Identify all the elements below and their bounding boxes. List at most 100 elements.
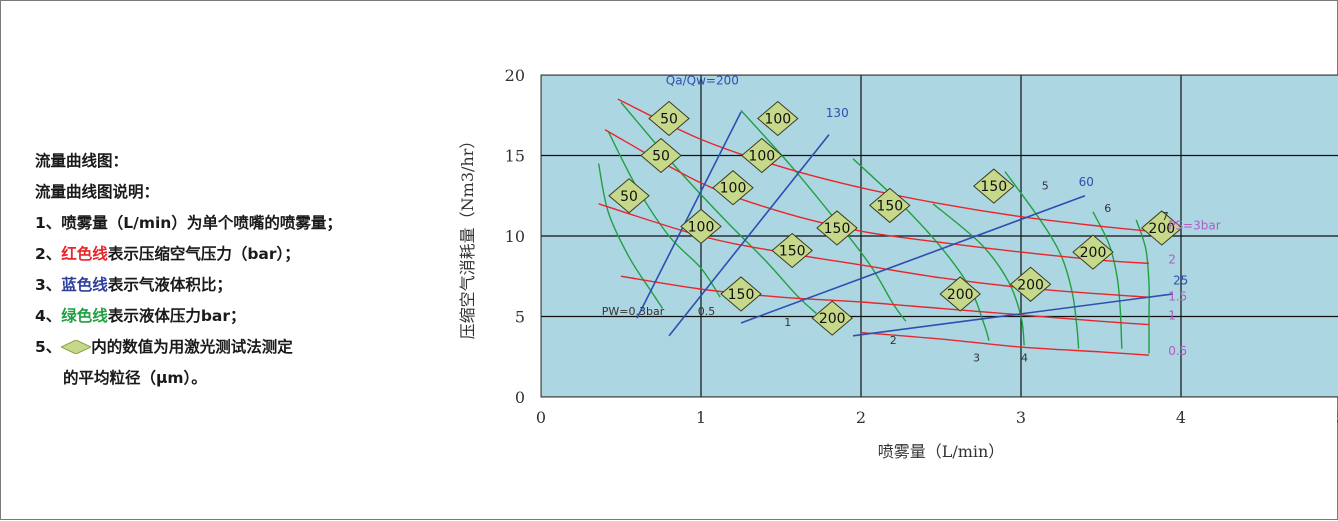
x-axis-title: 喷雾量（L/min）	[878, 442, 1005, 461]
legend-item-3-suffix: 表示气液体积比；	[107, 276, 232, 294]
legend-item-5-prefix: 5、	[35, 338, 62, 356]
diamond-icon	[61, 340, 92, 354]
y-axis-title: 压缩空气消耗量（Nm3/hr）	[458, 133, 477, 340]
liquid-pressure-label: 5	[1042, 179, 1049, 192]
droplet-size-value: 100	[748, 149, 775, 165]
green-line-label: 绿色线	[61, 307, 108, 325]
droplet-size-value: 200	[1080, 245, 1107, 261]
air-pressure-label: 1	[1168, 309, 1176, 323]
droplet-size-value: 100	[720, 181, 747, 197]
legend-item-4-suffix: 表示液体压力bar；	[107, 307, 246, 325]
blue-ratio-label: Qa/Qw=200	[666, 74, 739, 88]
y-tick-label: 0	[515, 388, 525, 407]
x-tick-label: 5	[1336, 408, 1338, 427]
legend-item-4-prefix: 4、	[35, 307, 62, 325]
green-pressure-curve	[1092, 211, 1123, 349]
green-pressure-curve	[1004, 171, 1080, 349]
droplet-size-diamond	[816, 210, 858, 246]
legend-item-3-prefix: 3、	[35, 276, 62, 294]
blue-ratio-label: 130	[826, 106, 849, 120]
legend-item-2: 2、红色线表示压缩空气压力（bar）；	[35, 239, 342, 270]
droplet-size-value: 100	[688, 219, 715, 235]
liquid-pressure-label: 2	[890, 334, 897, 347]
droplet-size-diamond	[608, 178, 650, 214]
air-pressure-label: PS=3bar	[1168, 219, 1221, 233]
y-tick-label: 10	[505, 227, 525, 246]
y-tick-label: 20	[505, 66, 525, 85]
x-tick-label: 4	[1176, 408, 1186, 427]
legend-item-2-prefix: 2、	[35, 245, 62, 263]
legend-item-4: 4、绿色线表示液体压力bar；	[35, 301, 342, 332]
x-tick-label: 3	[1016, 408, 1026, 427]
droplet-size-value: 200	[1017, 277, 1044, 293]
legend-subtitle: 流量曲线图说明：	[35, 183, 160, 201]
blue-ratio-line	[636, 111, 742, 319]
legend-item-2-suffix: 表示压缩空气压力（bar）；	[107, 245, 300, 263]
liquid-pressure-label: 6	[1104, 202, 1111, 215]
liquid-pressure-label: PW=0.3bar	[602, 305, 665, 318]
x-tick-label: 1	[696, 408, 706, 427]
droplet-size-value: 100	[764, 111, 791, 127]
droplet-size-value: 200	[819, 311, 846, 327]
air-pressure-label: 0.5	[1168, 344, 1187, 358]
droplet-size-diamond	[720, 276, 762, 312]
liquid-pressure-label: 7	[1162, 210, 1169, 223]
droplet-size-diamond	[640, 137, 682, 174]
legend-item-5-suffix: 内的数值为用激光测试法测定	[91, 338, 293, 356]
droplet-size-diamond	[1072, 234, 1114, 270]
blue-ratio-line	[668, 134, 830, 337]
x-tick-label: 2	[856, 408, 866, 427]
droplet-size-diamond	[811, 300, 853, 336]
legend-block: 流量曲线图： 流量曲线图说明： 1、喷雾量（L/min）为单个喷嘴的喷雾量； 2…	[35, 146, 342, 394]
green-pressure-curve	[597, 163, 664, 309]
droplet-size-value: 150	[824, 221, 851, 237]
droplet-size-value: 50	[652, 149, 670, 165]
legend-item-1: 1、喷雾量（L/min）为单个喷嘴的喷雾量；	[35, 214, 342, 232]
legend-title: 流量曲线图：	[35, 152, 129, 170]
green-pressure-curve	[932, 203, 1025, 346]
liquid-pressure-label: 3	[973, 352, 980, 365]
liquid-pressure-label: 4	[1021, 352, 1028, 365]
droplet-size-diamond	[771, 232, 813, 269]
droplet-size-value: 200	[947, 287, 974, 303]
air-pressure-label: 1.5	[1168, 289, 1187, 303]
droplet-size-diamond	[741, 137, 783, 174]
y-tick-label: 15	[505, 147, 525, 166]
air-pressure-label: 2	[1168, 252, 1176, 266]
droplet-size-diamond	[757, 100, 799, 137]
droplet-size-value: 50	[660, 111, 678, 127]
blue-ratio-label: 25	[1173, 273, 1188, 287]
droplet-size-diamond	[712, 170, 754, 206]
droplet-size-diamond	[1141, 210, 1183, 246]
red-pressure-curve	[860, 331, 1150, 356]
x-tick-label: 0	[536, 408, 546, 427]
droplet-size-diamond	[939, 276, 981, 312]
legend-item-5: 5、 内的数值为用激光测试法测定	[35, 332, 342, 363]
liquid-pressure-label: 0.5	[698, 305, 716, 318]
blue-ratio-line	[852, 293, 1174, 337]
red-pressure-curve	[620, 275, 1150, 326]
green-pressure-curve	[607, 131, 721, 298]
legend-item-5-line2: 的平均粒径（μm）。	[63, 369, 207, 387]
liquid-pressure-label: 1	[784, 316, 791, 329]
droplet-size-diamond	[869, 187, 911, 224]
droplet-size-value: 50	[620, 189, 638, 205]
y-tick-label: 5	[515, 308, 525, 327]
plot-border	[540, 74, 1338, 398]
droplet-size-value: 200	[1148, 221, 1175, 237]
droplet-size-value: 150	[980, 179, 1007, 195]
droplet-size-value: 150	[779, 243, 806, 259]
droplet-size-value: 150	[876, 198, 903, 214]
legend-item-3: 3、蓝色线表示气液体积比；	[35, 270, 342, 301]
green-pressure-curve	[1135, 219, 1150, 354]
droplet-size-value: 150	[728, 287, 755, 303]
droplet-size-diamond	[648, 100, 690, 137]
droplet-size-diamond	[680, 208, 722, 244]
blue-ratio-label: 60	[1079, 175, 1094, 189]
blue-ratio-line	[740, 194, 1086, 324]
droplet-size-diamond	[973, 168, 1015, 204]
blue-line-label: 蓝色线	[61, 276, 108, 294]
